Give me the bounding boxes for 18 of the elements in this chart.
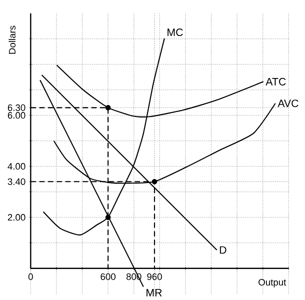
x-tick-label: 960 bbox=[147, 273, 162, 280]
point bbox=[105, 214, 111, 220]
y-tick-label: 6.30 bbox=[8, 104, 26, 111]
point bbox=[152, 178, 158, 184]
y-tick-label: 3.40 bbox=[8, 178, 26, 185]
series-label: ATC bbox=[266, 78, 286, 86]
x-axis-title: Output bbox=[258, 278, 286, 288]
y-tick-label: 2.00 bbox=[8, 214, 26, 221]
x-tick-label: 0 bbox=[28, 273, 33, 280]
y-tick-label: 4.00 bbox=[8, 163, 26, 170]
series-label: MR bbox=[146, 288, 162, 296]
series-label: MC bbox=[168, 28, 183, 36]
series-label: AVC bbox=[278, 100, 298, 108]
y-axis-title: Dollars bbox=[8, 26, 16, 54]
y-tick-label: 6.00 bbox=[8, 112, 26, 119]
series-label: D bbox=[220, 246, 226, 254]
x-tick-label: 600 bbox=[100, 273, 116, 280]
point bbox=[105, 105, 111, 110]
